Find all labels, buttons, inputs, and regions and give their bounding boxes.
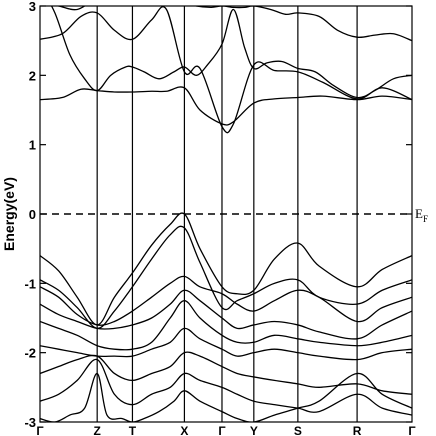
kpath-label-2: Z (94, 424, 101, 436)
band-line-3 (50, 6, 412, 99)
y-axis-title: Energy(eV) (1, 177, 17, 251)
kpath-label-5: Γ (218, 424, 226, 436)
y-tick-label: -2 (24, 346, 36, 361)
band-lines (40, 6, 412, 422)
y-tick-label: 3 (29, 0, 36, 14)
band-line-9 (40, 300, 412, 351)
band-line-12 (40, 358, 412, 416)
y-tick-label: -3 (24, 415, 36, 430)
band-line-7 (40, 275, 412, 326)
y-tick-label: 1 (29, 138, 36, 153)
band-line-2 (40, 6, 412, 134)
kpath-label-9: Γ (408, 424, 416, 436)
fermi-level-label: EF (415, 206, 428, 224)
kpath-label-4: X (180, 424, 188, 436)
fermi-level-label-sub: F (423, 214, 428, 224)
band-line-11 (40, 351, 412, 395)
band-line-13 (40, 372, 412, 422)
kpath-label-3: T (129, 424, 137, 436)
kpath-label-6: Y (250, 424, 258, 436)
kpath-label-7: S (294, 424, 302, 436)
kpath-label-8: R (353, 424, 362, 436)
kpath-label-1: Γ (36, 424, 44, 436)
y-tick-label: 0 (29, 207, 36, 222)
fermi-level-label-main: E (415, 206, 423, 221)
band-line-8 (40, 289, 412, 340)
y-tick-label: -1 (24, 276, 36, 291)
band-line-4 (55, 6, 412, 42)
y-tick-label: 2 (29, 68, 36, 83)
y-axis-ticks: -3 -2 -1 0 1 2 3 (24, 0, 412, 430)
